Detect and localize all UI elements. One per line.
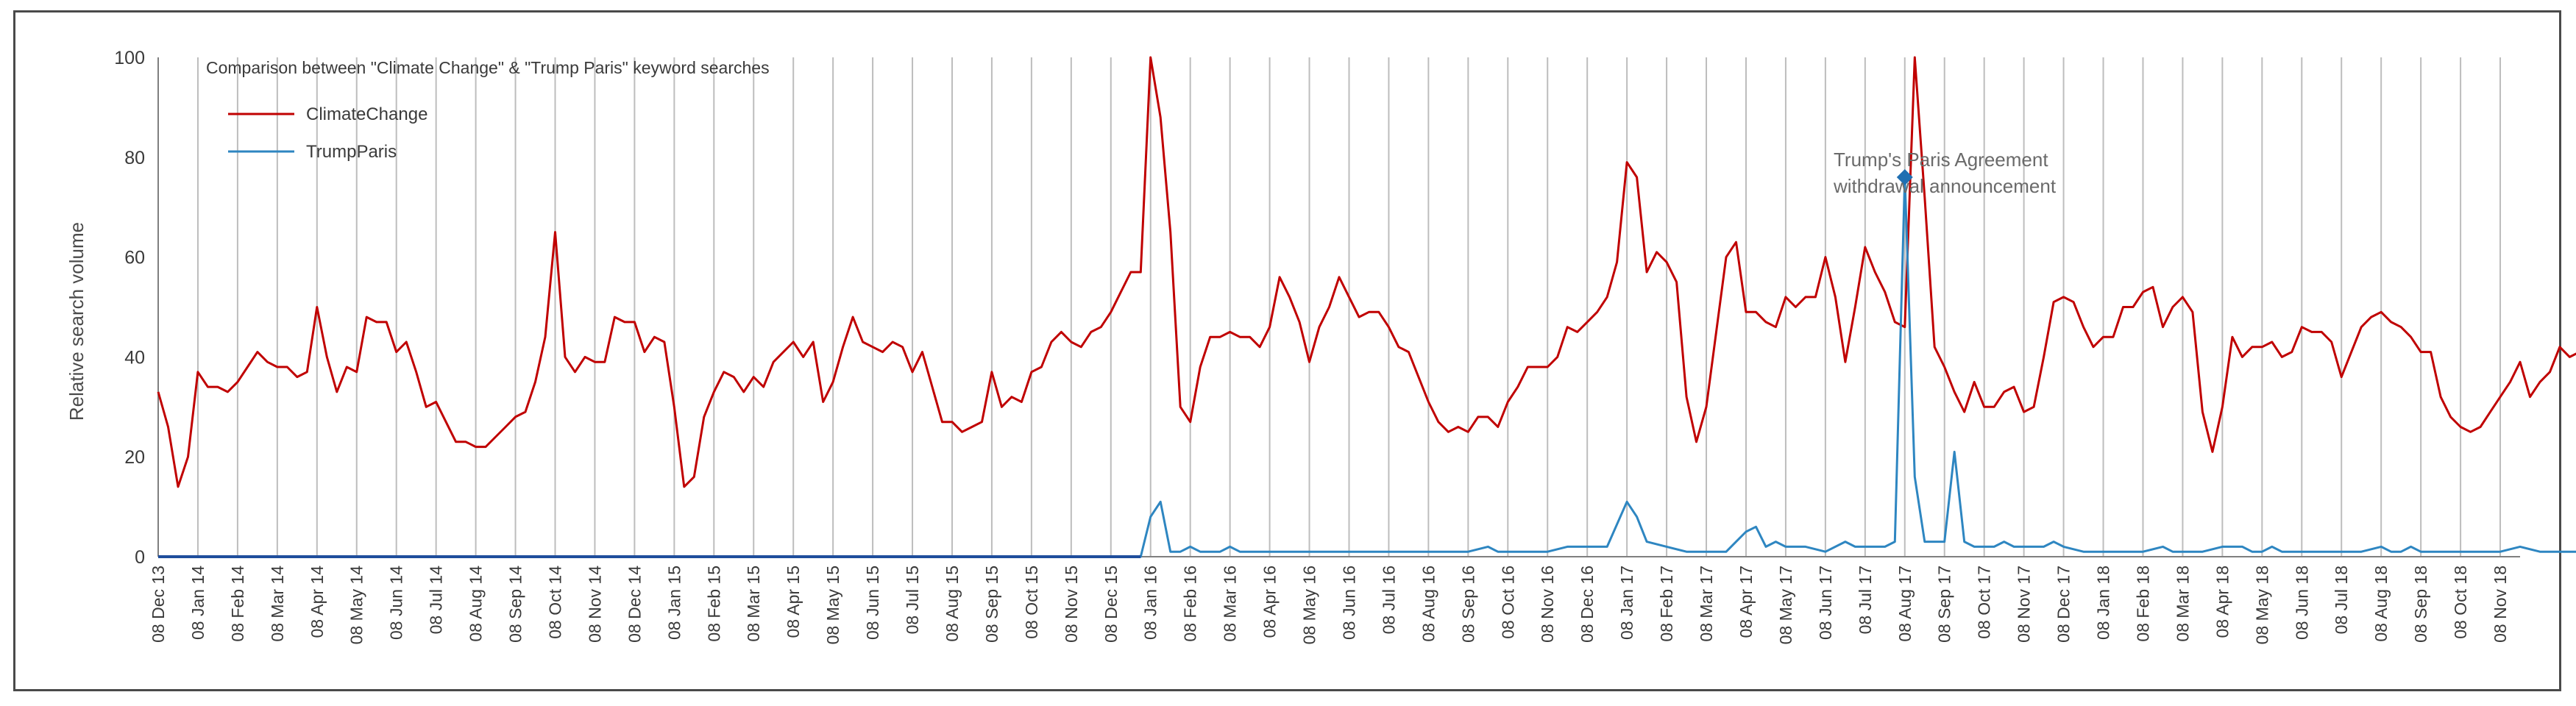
x-tick-label: 08 Feb 17: [1657, 566, 1676, 642]
series-line-climatechange: [157, 56, 2576, 488]
x-tick-label: 08 Feb 16: [1181, 566, 1200, 642]
x-tick-label: 08 Aug 15: [943, 566, 962, 642]
x-tick-label: 08 Jun 14: [387, 566, 406, 640]
x-tick-label: 08 Jul 14: [427, 566, 446, 635]
x-tick-label: 08 Jul 16: [1379, 566, 1398, 634]
x-tick-label: 08 Dec 14: [625, 566, 644, 643]
x-tick-label: 08 Nov 14: [585, 566, 604, 643]
x-tick-label: 08 Aug 16: [1419, 566, 1438, 642]
y-axis-title: Relative search volume: [65, 222, 88, 421]
x-tick-label: 08 Jul 18: [2332, 566, 2351, 634]
chart-frame: [13, 10, 2561, 691]
legend-label-climatechange: ClimateChange: [306, 104, 427, 124]
x-tick-label: 08 May 17: [1776, 566, 1795, 644]
y-tick-label: 60: [124, 248, 145, 268]
x-tick-label: 08 Apr 14: [308, 566, 327, 638]
x-tick-label: 08 Jun 17: [1816, 566, 1835, 640]
x-tick-label: 08 Oct 17: [1975, 566, 1994, 639]
series-lines: [157, 56, 2576, 558]
x-tick-label: 08 Oct 15: [1022, 566, 1041, 639]
x-tick-label: 08 Sep 15: [982, 566, 1001, 643]
x-tick-label: 08 Aug 17: [1895, 566, 1915, 642]
x-tick-label: 08 Jun 18: [2292, 566, 2311, 640]
x-tick-label: 08 Nov 15: [1062, 566, 1081, 643]
x-tick-label: 08 Feb 15: [704, 566, 723, 642]
x-tick-label: 08 Nov 18: [2491, 566, 2510, 643]
x-tick-label: 08 Mar 14: [268, 566, 287, 642]
y-tick-labels: 0 20 40 60 80 100: [114, 48, 145, 568]
x-tick-label: 08 Aug 14: [466, 566, 486, 642]
x-tick-label: 08 Mar 17: [1697, 566, 1716, 642]
chart-title: Comparison between "Climate Change" & "T…: [206, 58, 770, 77]
x-tick-label: 08 Feb 14: [228, 566, 247, 642]
x-tick-label: 08 Oct 18: [2451, 566, 2470, 639]
y-tick-label: 80: [124, 148, 145, 168]
x-tick-label: 08 Dec 16: [1578, 566, 1597, 643]
y-tick-label: 0: [135, 547, 145, 568]
x-tick-label: 08 Apr 15: [784, 566, 803, 638]
x-tick-label: 08 May 14: [347, 566, 366, 645]
x-tick-label: 08 Sep 14: [506, 566, 525, 643]
x-tick-label: 08 Jul 17: [1856, 566, 1875, 634]
x-tick-label: 08 Jan 17: [1617, 566, 1636, 640]
x-tick-label: 08 Mar 18: [2173, 566, 2192, 642]
x-tick-label: 08 Dec 13: [149, 566, 168, 643]
x-tick-label: 08 Apr 18: [2213, 566, 2232, 638]
x-tick-label: 08 Jan 18: [2094, 566, 2113, 640]
y-tick-label: 20: [124, 447, 145, 468]
x-tick-label: 08 Nov 17: [2015, 566, 2034, 643]
x-tick-label: 08 Oct 16: [1498, 566, 1517, 639]
x-tick-label: 08 Mar 15: [744, 566, 763, 642]
x-tick-label: 08 Feb 18: [2133, 566, 2152, 642]
annotation: Trump's Paris Agreement withdrawal annou…: [1833, 149, 2057, 197]
legend-label-trumpparis: TrumpParis: [306, 142, 397, 162]
annotation-line-1: Trump's Paris Agreement: [1834, 149, 2048, 171]
x-tick-label: 08 Apr 16: [1260, 566, 1280, 638]
x-tick-label: 08 May 15: [823, 566, 842, 644]
x-tick-label: 08 Dec 17: [2054, 566, 2073, 643]
x-tick-label: 08 Sep 18: [2411, 566, 2430, 643]
x-tick-label: 08 May 16: [1300, 566, 1319, 644]
x-tick-label: 08 Jun 15: [863, 566, 882, 640]
x-tick-label: 08 Aug 18: [2371, 566, 2391, 642]
x-tick-label: 08 Jun 16: [1339, 566, 1358, 640]
x-tick-label: 08 Sep 16: [1458, 566, 1477, 643]
series-line-trumpparis: [158, 176, 2576, 558]
y-tick-label: 100: [114, 48, 145, 68]
x-tick-label: 08 May 18: [2252, 566, 2271, 644]
x-tick-labels: 08 Dec 13 08 Jan 14 08 Feb 14 08 Mar 14 08 A…: [149, 566, 2510, 645]
axes: [157, 57, 2520, 557]
annotation-marker: [1896, 168, 1913, 185]
x-tick-label: 08 Oct 14: [545, 566, 564, 639]
y-tick-label: 40: [124, 347, 145, 368]
x-tick-label: 08 Dec 15: [1101, 566, 1121, 643]
x-tick-label: 08 Sep 17: [1935, 566, 1954, 643]
x-tick-label: 08 Jan 15: [664, 566, 684, 640]
x-tick-label: 08 Jul 15: [903, 566, 922, 634]
x-tick-label: 08 Apr 17: [1736, 566, 1756, 638]
x-tick-label: 08 Nov 16: [1538, 566, 1557, 643]
x-tick-label: 08 Jan 14: [188, 566, 207, 640]
annotation-line-2: withdrawal announcement: [1833, 175, 2057, 197]
legend: ClimateChange TrumpParis: [228, 104, 427, 162]
x-tick-label: 08 Mar 16: [1221, 566, 1240, 642]
x-tick-label: 08 Jan 16: [1141, 566, 1160, 640]
